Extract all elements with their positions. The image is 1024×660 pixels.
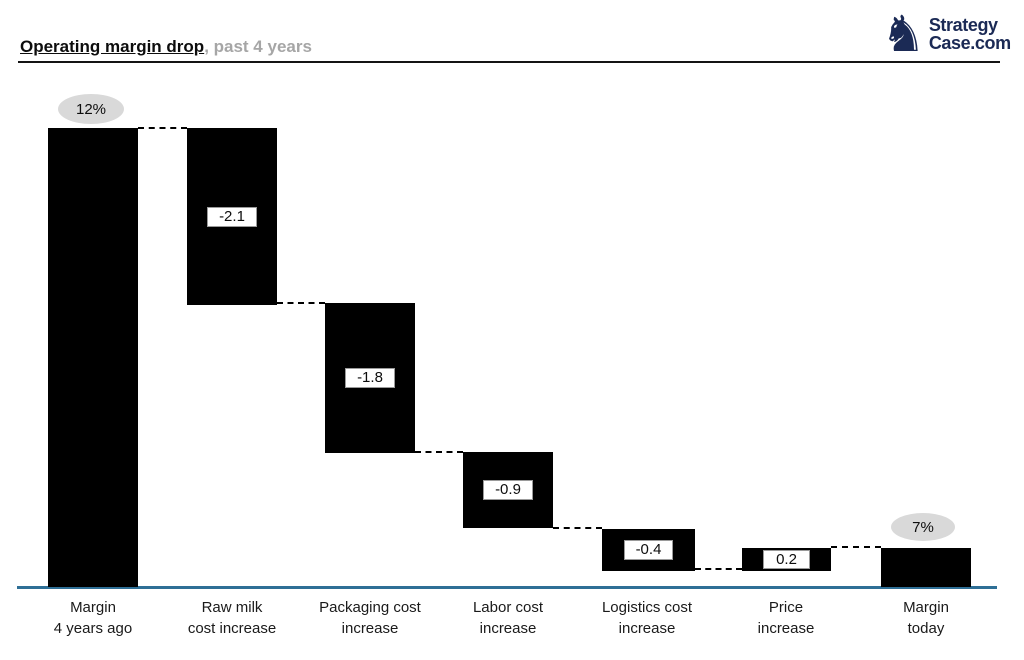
dashed-connector <box>415 451 463 453</box>
category-label-labor: Labor cost increase <box>472 599 544 637</box>
dashed-connector <box>138 127 187 129</box>
category-label-raw-milk: Raw milk cost increase <box>187 599 277 637</box>
dashed-connector <box>831 546 881 548</box>
bar-margin-4-years-ago <box>48 128 138 587</box>
page-title-secondary: , past 4 years <box>204 37 312 56</box>
dashed-connector <box>695 568 742 570</box>
end-value-badge: 7% <box>891 513 955 541</box>
strategycase-logo: ♞ Strategy Case.com <box>881 7 1011 61</box>
value-label: 0.2 <box>763 550 810 569</box>
logo-line2: Case.com <box>928 33 1011 53</box>
bar-packaging-cost-increase: -1.8 <box>325 303 415 453</box>
category-label-margin-4-years-ago: Margin 4 years ago <box>53 599 133 637</box>
value-label: -0.9 <box>483 480 533 500</box>
value-label: -1.8 <box>345 368 395 388</box>
page-title: Operating margin drop, past 4 years <box>20 37 312 57</box>
bar-price-increase: 0.2 <box>742 548 831 571</box>
baseline-axis <box>17 586 997 589</box>
value-label: -0.4 <box>623 540 674 560</box>
page-title-primary: Operating margin drop <box>20 37 205 56</box>
bar-labor-cost-increase: -0.9 <box>463 452 553 528</box>
logo-line1: Strategy <box>928 15 998 35</box>
start-value-label: 12% <box>75 100 107 118</box>
category-label-logistics: Logistics cost increase <box>601 599 693 637</box>
dashed-connector <box>553 527 602 529</box>
dashed-connector <box>277 302 325 304</box>
bar-raw-milk-cost-increase: -2.1 <box>187 128 277 305</box>
header-divider <box>18 61 1000 63</box>
bar-logistics-cost-increase: -0.4 <box>602 529 695 571</box>
start-value-badge: 12% <box>58 94 124 124</box>
bar-margin-today <box>881 548 971 587</box>
value-label: -2.1 <box>207 206 257 227</box>
category-label-price: Price increase <box>757 599 815 637</box>
end-value-label: 7% <box>912 518 934 536</box>
category-label-margin-today: Margin today <box>903 599 949 637</box>
logo-text: Strategy Case.com <box>929 16 1011 52</box>
category-label-packaging: Packaging cost increase <box>319 599 421 637</box>
chess-knight-icon: ♞ <box>881 5 926 63</box>
